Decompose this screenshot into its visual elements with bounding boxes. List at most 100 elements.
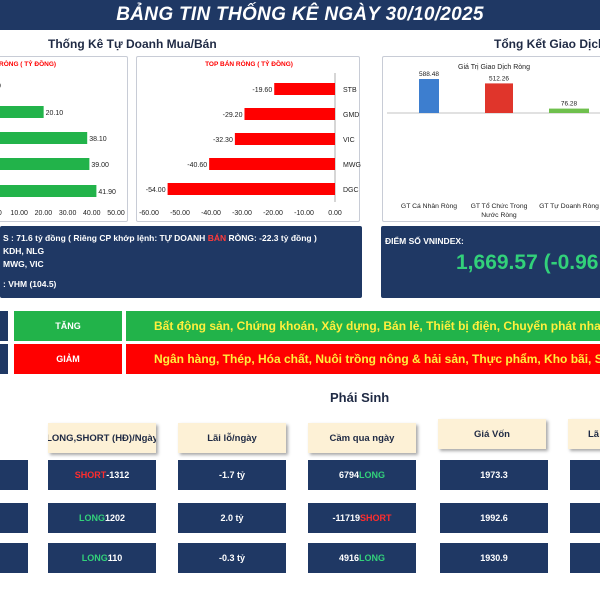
bar-value-label: 0 (0, 83, 1, 90)
x-tick-label: -50.00 (170, 210, 190, 217)
header-pnl: Lãi lỗ/ngày (178, 423, 286, 453)
bar (234, 133, 335, 145)
row-edge (0, 460, 28, 490)
x-tick-label: 20.00 (35, 210, 53, 217)
left-section-title: Thống Kê Tự Doanh Mua/Bán (48, 37, 217, 51)
page-title: BẢNG TIN THỐNG KÊ NGÀY 30/10/2025 (116, 4, 484, 25)
row-edge (0, 503, 28, 533)
vnindex-value: 1,669.57 (-0.96 (456, 251, 599, 274)
sector-edge-up (0, 311, 8, 341)
category-label: GMD (343, 112, 359, 119)
x-tick-label: -60.00 (139, 210, 159, 217)
overnight-side: SHORT (360, 513, 392, 523)
overnight-side: LONG (359, 470, 386, 480)
bar (0, 132, 88, 144)
sector-down-label: GIẢM (14, 344, 122, 374)
chart-title: TOP BÁN RÒNG ( TỶ ĐỒNG) (205, 58, 293, 68)
header-long-short: LONG,SHORT (HĐ)/Ngày (48, 423, 156, 453)
sector-up-list: Bất động sản, Chứng khoán, Xây dựng, Bán… (126, 311, 600, 341)
bar (549, 108, 589, 113)
vnindex-label: ĐIỂM SỐ VNINDEX: (385, 236, 464, 246)
bar (0, 158, 90, 170)
x-tick-label: 0.00 (328, 210, 342, 217)
bar (209, 158, 335, 170)
category-label: DGC (343, 187, 359, 194)
x-tick-label: 40.00 (83, 210, 101, 217)
category-label: GT Tổ Chức Trong (471, 202, 528, 210)
title-banner: BẢNG TIN THỐNG KÊ NGÀY 30/10/2025 (0, 0, 600, 30)
overnight-qty: -11719 (332, 513, 361, 523)
position-side: LONG (78, 513, 105, 523)
overnight-qty: 6794 (338, 470, 360, 480)
overnight-cell: 6794 LONG (308, 460, 416, 490)
x-tick-label: 0.00 (0, 210, 2, 217)
category-label: GT Tự Doanh Ròng (539, 203, 599, 210)
derivatives-title: Phái Sinh (330, 390, 390, 405)
x-tick-label: 30.00 (59, 210, 77, 217)
position-cell: LONG 110 (48, 543, 156, 573)
bar-value-label: 20.10 (46, 110, 64, 117)
sector-edge-down (0, 344, 8, 374)
bar (244, 108, 335, 120)
sector-up-label: TĂNG (14, 311, 122, 341)
pnl-cell: -1.7 tỷ (178, 460, 286, 490)
chart-title: RÒNG ( TỶ ĐỒNG) (0, 58, 56, 68)
bar-value-label: -32.30 (213, 137, 233, 144)
bar-value-label: -54.00 (146, 187, 166, 194)
summary-line-1: S : 71.6 tỷ đồng ( Riêng CP khớp lệnh: T… (3, 233, 317, 243)
x-tick-label: -30.00 (232, 210, 252, 217)
position-side: LONG (81, 553, 108, 563)
position-qty: -1312 (106, 470, 130, 480)
net-trading-chart-panel: Giá Trị Giao Dịch Ròng 588.48 512.26 76.28 G… (382, 56, 600, 222)
summary-line-1-pre: S : 71.6 tỷ đồng ( Riêng CP khớp lệnh: T… (3, 233, 208, 243)
bar (0, 106, 44, 118)
bar-value-label: 76.28 (561, 101, 578, 108)
vnindex-box: ĐIỂM SỐ VNINDEX: 1,669.57 (-0.96 (381, 226, 600, 298)
position-cell: LONG 1202 (48, 503, 156, 533)
x-tick-label: 50.00 (107, 210, 125, 217)
net-trading-chart: Giá Trị Giao Dịch Ròng 588.48 512.26 76.28 G… (387, 64, 600, 219)
cost-cell: 1930.9 (440, 543, 548, 573)
overnight-cell: -11719 SHORT (308, 503, 416, 533)
overnight-cell: 4916 LONG (308, 543, 416, 573)
position-cell: SHORT -1312 (48, 460, 156, 490)
row-edge (0, 543, 28, 573)
summary-line-1-post: RÒNG: -22.3 tỷ đồng ) (226, 233, 317, 243)
top-buy-chart: RÒNG ( TỶ ĐỒNG) 0 20.10 38.10 39.00 41.90 0.00… (0, 58, 125, 217)
bar-value-label: -19.60 (252, 87, 272, 94)
chart-title: Giá Trị Giao Dịch Ròng (458, 64, 530, 71)
bar-value-label: 39.00 (91, 162, 109, 169)
bar-value-label: 41.90 (98, 189, 116, 196)
sector-down-list: Ngân hàng, Thép, Hóa chất, Nuôi trồng nô… (126, 344, 600, 374)
cost-cell: 1973.3 (440, 460, 548, 490)
category-label: MWG (343, 162, 361, 169)
summary-line-1-red: BÁN (207, 233, 227, 243)
position-qty: 110 (107, 553, 123, 563)
overnight-qty: 4916 (338, 553, 360, 563)
proprietary-summary-box: S : 71.6 tỷ đồng ( Riêng CP khớp lệnh: T… (0, 226, 362, 298)
x-tick-label: -40.00 (201, 210, 221, 217)
summary-line-4: : VHM (104.5) (3, 279, 57, 289)
bar-value-label: 512.26 (489, 75, 509, 82)
bar-value-label: -40.60 (187, 162, 207, 169)
row-edge-right (570, 460, 600, 490)
bar-value-label: 588.48 (419, 71, 439, 78)
x-tick-label: -10.00 (294, 210, 314, 217)
summary-line-3: MWG, VIC (3, 259, 44, 269)
pnl-cell: -0.3 tỷ (178, 543, 286, 573)
bar (167, 183, 335, 195)
header-cut: Lã (568, 419, 600, 449)
bar (0, 185, 97, 197)
top-sell-chart-panel: TOP BÁN RÒNG ( TỶ ĐỒNG) -19.60 STB -29.20 GM… (136, 56, 361, 222)
top-buy-chart-panel: RÒNG ( TỶ ĐỒNG) 0 20.10 38.10 39.00 41.90 0.00… (0, 56, 128, 222)
header-overnight: Cầm qua ngày (308, 423, 416, 453)
category-label: GT Cá Nhân Ròng (401, 203, 457, 210)
row-edge-right (570, 543, 600, 573)
cost-cell: 1992.6 (440, 503, 548, 533)
pnl-cell: 2.0 tỷ (178, 503, 286, 533)
bar-value-label: -29.20 (223, 112, 243, 119)
category-label: Nước Ròng (481, 212, 517, 219)
bar-value-label: 38.10 (89, 136, 107, 143)
x-tick-label: 10.00 (10, 210, 28, 217)
right-section-title: Tổng Kết Giao Dịch (494, 37, 600, 51)
